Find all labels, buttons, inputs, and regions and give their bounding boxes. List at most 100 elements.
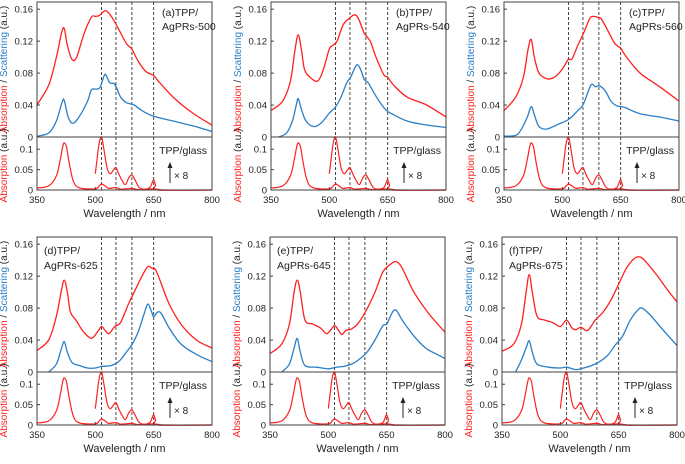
panel-c: 0 0.04 0.08 0.12 0.16 0 0.05 0.1 350 500 650 800 Wav… bbox=[466, 1, 685, 220]
upper-y-tick-label: 0.08 bbox=[15, 304, 34, 315]
y-label-part: Scattering bbox=[466, 32, 477, 77]
scale-arrow-head-icon bbox=[167, 397, 173, 403]
scale-arrow-head-icon bbox=[632, 397, 638, 403]
y-label-part: Absorption bbox=[0, 390, 10, 438]
lower-y-tick-label: 0.05 bbox=[249, 165, 268, 176]
y-label-part: (a.u.) bbox=[233, 129, 244, 155]
y-label-part: / bbox=[464, 312, 475, 320]
x-tick-label: 650 bbox=[613, 195, 629, 206]
x-tick-label: 500 bbox=[554, 195, 570, 206]
scale-arrow-head-icon bbox=[400, 397, 406, 403]
tpp-glass-absorption-curve bbox=[36, 377, 213, 426]
upper-y-tick-label: 0.16 bbox=[249, 5, 268, 16]
upper-y-tick-label: 0 bbox=[28, 368, 33, 379]
upper-y-axis-label: Absorption / Scattering (a.u.) bbox=[464, 241, 475, 368]
upper-y-tick-label: 0.04 bbox=[15, 101, 34, 112]
tpp-glass-label: TPP/glass bbox=[159, 380, 207, 392]
multiplier-label: × 8 bbox=[174, 406, 189, 417]
lower-plot-frame bbox=[269, 371, 446, 426]
upper-y-tick-label: 0.12 bbox=[248, 272, 267, 283]
x-tick-label: 350 bbox=[29, 195, 45, 206]
x-tick-label: 650 bbox=[611, 430, 627, 441]
y-label-part: Scattering bbox=[232, 267, 243, 312]
y-label-part: (a.u.) bbox=[0, 241, 10, 267]
y-label-part: Absorption bbox=[464, 320, 475, 368]
lower-y-tick-label: 0 bbox=[28, 421, 33, 432]
lower-y-tick-label: 0.05 bbox=[15, 400, 34, 411]
lower-y-tick-label: 0.05 bbox=[15, 165, 34, 176]
lower-y-tick-label: 0.1 bbox=[253, 380, 266, 391]
lower-y-tick-label: 0.1 bbox=[487, 145, 500, 156]
tpp-glass-label: TPP/glass bbox=[393, 145, 441, 157]
x-tick-label: 350 bbox=[494, 430, 510, 441]
lower-plot-frame bbox=[501, 371, 678, 426]
tpp-glass-label: TPP/glass bbox=[392, 380, 440, 392]
lower-y-tick-label: 0.05 bbox=[480, 400, 499, 411]
x-tick-label: 650 bbox=[146, 195, 162, 206]
tpp-glass-absorption-curve bbox=[270, 142, 447, 191]
y-label-part: (a.u.) bbox=[0, 129, 10, 155]
upper-y-tick-label: 0.16 bbox=[248, 240, 267, 251]
lower-y-tick-label: 0 bbox=[261, 421, 266, 432]
x-tick-label: 800 bbox=[671, 195, 685, 206]
scale-arrow-head-icon bbox=[634, 162, 640, 168]
scattering-curve bbox=[503, 83, 680, 137]
upper-y-axis-label: Absorption / Scattering (a.u.) bbox=[0, 6, 10, 133]
multiplier-label: × 8 bbox=[639, 406, 654, 417]
upper-y-tick-label: 0.04 bbox=[248, 336, 267, 347]
upper-y-tick-label: 0.12 bbox=[15, 37, 34, 48]
panel-title-line1: (c)TPP/ bbox=[629, 7, 665, 19]
absorption-curve bbox=[36, 10, 213, 126]
panel-b: 0 0.04 0.08 0.12 0.16 0 0.05 0.1 350 500 650 800 Wav… bbox=[233, 1, 454, 220]
lower-y-axis-label: Absorption (a.u.) bbox=[232, 364, 243, 438]
x-tick-label: 800 bbox=[204, 195, 220, 206]
tpp-glass-absorption-curve bbox=[503, 142, 680, 191]
upper-y-tick-label: 0 bbox=[493, 368, 498, 379]
lower-y-axis-label: Absorption (a.u.) bbox=[0, 364, 10, 438]
lower-y-axis-label: Absorption (a.u.) bbox=[0, 129, 10, 203]
upper-y-tick-label: 0.16 bbox=[15, 240, 34, 251]
x-tick-label: 650 bbox=[379, 430, 395, 441]
upper-y-tick-label: 0.12 bbox=[480, 272, 499, 283]
x-tick-label: 350 bbox=[262, 430, 278, 441]
x-axis-label: Wavelength / nm bbox=[548, 443, 630, 455]
panel-title-line2: AgPRs-560 bbox=[629, 21, 683, 33]
absorption-curve bbox=[270, 14, 447, 118]
upper-y-tick-label: 0.12 bbox=[482, 37, 501, 48]
x-tick-label: 350 bbox=[263, 195, 279, 206]
scale-arrow-head-icon bbox=[167, 162, 173, 168]
upper-y-tick-label: 0.08 bbox=[248, 304, 267, 315]
x-tick-label: 650 bbox=[146, 430, 162, 441]
upper-y-axis-label: Absorption / Scattering (a.u.) bbox=[0, 241, 10, 368]
x-axis-label: Wavelength / nm bbox=[316, 443, 398, 455]
lower-y-tick-label: 0.1 bbox=[254, 145, 267, 156]
lower-y-tick-label: 0 bbox=[493, 421, 498, 432]
upper-y-tick-label: 0.04 bbox=[249, 101, 268, 112]
multiplier-label: × 8 bbox=[408, 171, 423, 182]
panel-title-line2: AgPRs-625 bbox=[44, 260, 98, 272]
tpp-glass-absorption-x8-curve bbox=[94, 371, 213, 426]
upper-y-tick-label: 0 bbox=[261, 368, 266, 379]
x-tick-label: 800 bbox=[438, 195, 454, 206]
tpp-glass-label: TPP/glass bbox=[624, 380, 672, 392]
absorption-curve bbox=[269, 260, 446, 355]
scattering-curve bbox=[48, 303, 213, 373]
y-label-part: Absorption bbox=[232, 320, 243, 368]
lower-y-tick-label: 0 bbox=[28, 186, 33, 197]
lower-y-axis-label: Absorption (a.u.) bbox=[233, 129, 244, 203]
panel-title-line1: (f)TPP/ bbox=[509, 245, 542, 257]
lower-plot-frame bbox=[36, 136, 213, 191]
scattering-curve bbox=[278, 64, 447, 138]
upper-y-axis-label: Absorption / Scattering (a.u.) bbox=[466, 6, 477, 133]
upper-y-tick-label: 0.04 bbox=[15, 336, 34, 347]
multiplier-label: × 8 bbox=[174, 171, 189, 182]
tpp-glass-absorption-x8-curve bbox=[328, 136, 447, 191]
upper-y-tick-label: 0.04 bbox=[480, 336, 499, 347]
y-label-part: Absorption bbox=[0, 320, 10, 368]
x-tick-label: 500 bbox=[320, 430, 336, 441]
x-tick-label: 800 bbox=[204, 430, 220, 441]
tpp-glass-absorption-x8-curve bbox=[559, 371, 678, 426]
y-label-part: (a.u.) bbox=[464, 364, 475, 390]
lower-y-tick-label: 0.1 bbox=[20, 380, 33, 391]
scattering-curve bbox=[281, 309, 446, 373]
